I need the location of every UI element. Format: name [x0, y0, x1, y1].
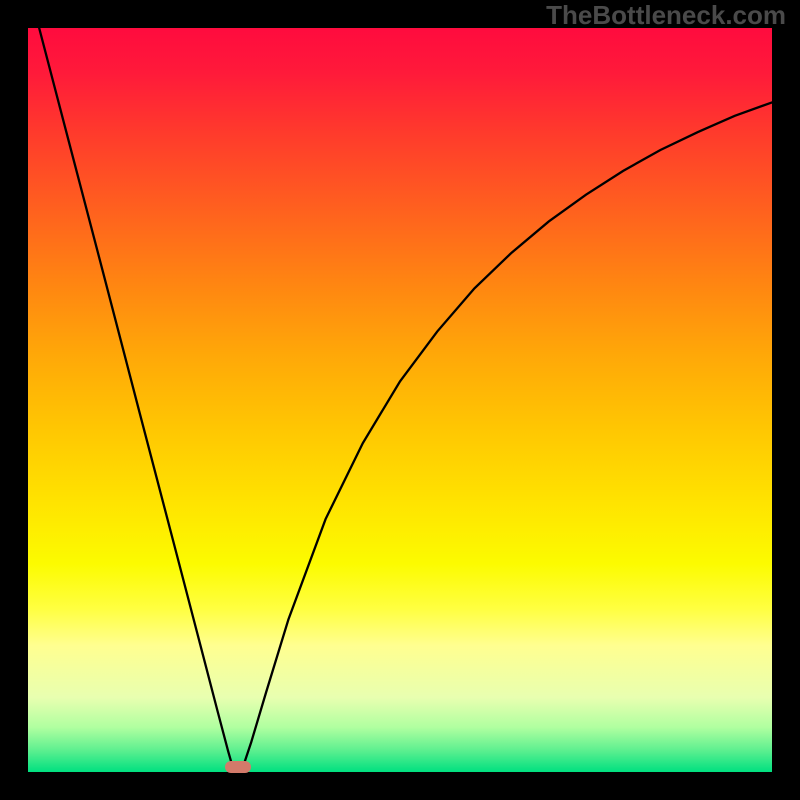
curve-right-branch	[243, 102, 772, 766]
curve-left-branch	[39, 28, 232, 767]
chart-container: TheBottleneck.com	[0, 0, 800, 800]
plot-area	[28, 28, 772, 772]
bottleneck-curve	[28, 28, 772, 772]
watermark-text: TheBottleneck.com	[546, 0, 786, 31]
minimum-marker	[225, 761, 251, 773]
